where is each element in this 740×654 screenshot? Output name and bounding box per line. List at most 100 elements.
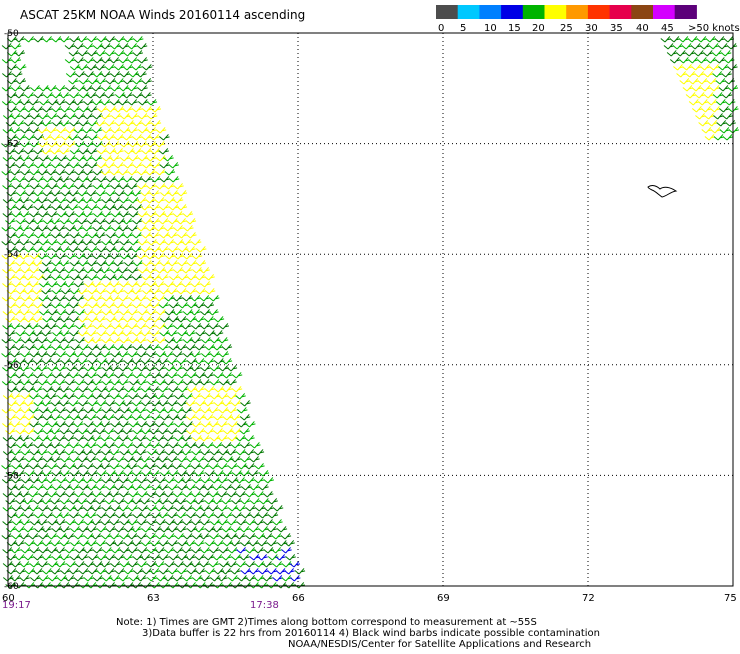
wind-barb bbox=[190, 365, 201, 372]
wind-barb bbox=[37, 253, 49, 260]
wind-barb bbox=[51, 526, 63, 533]
wind-barb bbox=[181, 281, 192, 288]
wind-barb bbox=[226, 365, 238, 372]
wind-barb bbox=[69, 540, 81, 547]
wind-barb bbox=[146, 99, 158, 106]
wind-barb bbox=[131, 64, 143, 71]
wind-barb bbox=[168, 470, 179, 477]
wind-barb bbox=[164, 239, 175, 246]
wind-barb bbox=[163, 267, 174, 274]
wind-barb bbox=[82, 449, 94, 456]
wind-barb bbox=[714, 57, 726, 64]
wind-barb bbox=[673, 64, 684, 71]
wind-barb bbox=[190, 351, 201, 358]
wind-barb bbox=[113, 288, 125, 295]
wind-barb bbox=[68, 204, 79, 211]
wind-barb bbox=[200, 309, 211, 316]
wind-barb bbox=[128, 491, 140, 498]
wind-barb bbox=[709, 106, 721, 113]
wind-barb bbox=[50, 428, 61, 435]
wind-barb bbox=[92, 169, 104, 176]
wind-barb bbox=[59, 470, 71, 477]
wind-barb bbox=[19, 197, 30, 204]
wind-barb bbox=[176, 204, 188, 211]
wind-barb bbox=[114, 386, 126, 393]
wind-barb bbox=[213, 470, 225, 477]
wind-barb bbox=[41, 120, 52, 127]
wind-barb bbox=[172, 281, 183, 288]
wind-barb bbox=[95, 120, 106, 127]
wind-barb bbox=[118, 323, 130, 330]
wind-barb bbox=[146, 281, 157, 288]
wind-barb bbox=[19, 435, 30, 442]
wind-barb bbox=[263, 505, 275, 512]
wind-barb bbox=[212, 526, 223, 533]
wind-barb bbox=[209, 547, 220, 554]
wind-barb bbox=[47, 281, 59, 288]
wind-barb bbox=[100, 421, 111, 428]
wind-barb bbox=[104, 218, 116, 225]
wind-barb bbox=[1, 169, 12, 176]
wind-barb bbox=[173, 183, 184, 190]
wind-barb bbox=[24, 162, 35, 169]
wind-barb bbox=[51, 372, 63, 379]
wind-barb bbox=[272, 505, 284, 512]
wind-barb bbox=[709, 64, 720, 71]
wind-barb bbox=[33, 540, 44, 547]
wind-barb bbox=[50, 442, 61, 449]
wind-barb bbox=[77, 302, 89, 309]
wind-barb bbox=[155, 491, 166, 498]
wind-barb bbox=[73, 57, 85, 64]
wind-barb bbox=[105, 540, 117, 547]
wind-barb bbox=[5, 218, 16, 225]
wind-barb bbox=[19, 309, 31, 316]
wind-barb bbox=[203, 302, 215, 309]
wind-barb bbox=[191, 421, 203, 428]
wind-barb bbox=[178, 386, 189, 393]
wind-barb bbox=[141, 148, 152, 155]
scale-label: 15 bbox=[508, 23, 521, 34]
wind-barb bbox=[59, 260, 70, 267]
wind-barb bbox=[704, 113, 715, 120]
wind-barb bbox=[59, 316, 71, 323]
wind-barb bbox=[177, 232, 188, 239]
wind-barb bbox=[194, 344, 206, 351]
wind-barb bbox=[109, 533, 121, 540]
wind-barb bbox=[59, 232, 70, 239]
wind-barb bbox=[131, 414, 143, 421]
wind-barb bbox=[33, 428, 44, 435]
wind-barb bbox=[146, 407, 157, 414]
wind-barb bbox=[46, 393, 57, 400]
wind-barb bbox=[149, 190, 160, 197]
wind-barb bbox=[59, 246, 71, 253]
wind-barb bbox=[200, 281, 211, 288]
wind-barb bbox=[110, 407, 122, 414]
wind-barb bbox=[141, 176, 152, 183]
wind-barb bbox=[244, 463, 256, 470]
wind-barb bbox=[163, 575, 175, 582]
wind-barb bbox=[113, 78, 125, 85]
wind-barb bbox=[82, 127, 93, 134]
wind-barb bbox=[56, 393, 68, 400]
wind-barb bbox=[123, 162, 134, 169]
wind-barb bbox=[100, 71, 112, 78]
wind-barb bbox=[263, 519, 274, 526]
wind-barb bbox=[74, 71, 86, 78]
wind-barb bbox=[266, 582, 278, 589]
wind-barb bbox=[230, 582, 242, 589]
wind-barb bbox=[60, 162, 71, 169]
wind-barb bbox=[158, 386, 169, 393]
wind-barb bbox=[113, 148, 124, 155]
wind-barb bbox=[69, 344, 81, 351]
wind-barb bbox=[203, 442, 214, 449]
wind-barb bbox=[14, 92, 26, 99]
wind-barb bbox=[50, 568, 62, 575]
wind-barb bbox=[41, 162, 53, 169]
wind-barb bbox=[185, 400, 197, 407]
wind-barb bbox=[37, 519, 48, 526]
wind-barb bbox=[33, 484, 45, 491]
wind-barb bbox=[158, 554, 170, 561]
wind-barb bbox=[20, 449, 32, 456]
wind-barb bbox=[212, 554, 223, 561]
lat-label: -56 bbox=[4, 361, 19, 371]
